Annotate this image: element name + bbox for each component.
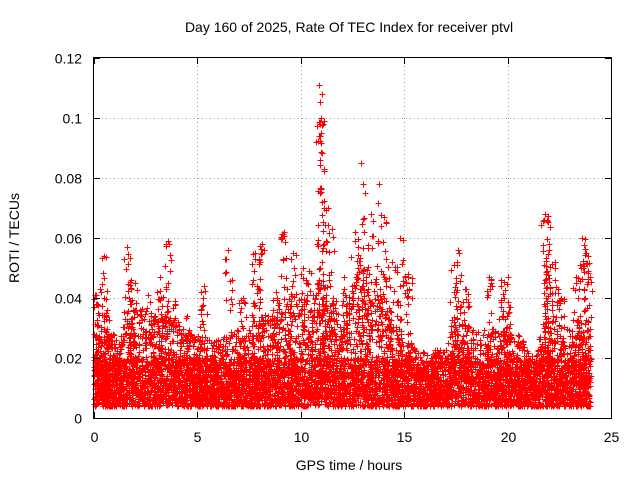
roti-peak-point [124,244,131,251]
roti-peak-point [329,226,336,233]
roti-peak-point [306,268,313,275]
roti-peak-point [318,115,325,122]
roti-peak-point [93,292,100,299]
x-tick-label: 15 [397,429,413,445]
roti-peak-point [552,259,559,266]
y-tick-label: 0.06 [55,231,82,247]
roti-peak-point [252,250,259,257]
roti-peak-point [352,229,359,236]
roti-peak-point [381,214,388,221]
y-tick-label: 0.1 [63,111,83,127]
roti-peak-point [184,313,191,320]
roti-peak-point [281,229,288,236]
roti-peak-point [585,268,592,275]
roti-peak-point [579,235,586,242]
x-tick-label: 0 [91,429,99,445]
roti-peak-point [455,247,462,254]
roti-peak-point [110,331,117,338]
plot-frame [93,57,612,419]
roti-peak-point [145,292,152,299]
y-axis-label: ROTI / TECUs [6,193,22,283]
roti-peak-point [132,280,139,287]
x-tick-label: 20 [501,429,517,445]
y-tick-label: 0 [74,411,82,427]
roti-peak-point [341,274,348,281]
roti-peak-point [368,211,375,218]
roti-peak-point [240,295,247,302]
roti-peak-point [405,271,412,278]
x-tick-label: 5 [194,429,202,445]
roti-peak-point [358,160,365,167]
y-tick-label: 0.12 [55,51,82,67]
roti-peak-point [546,241,553,248]
roti-peak-point [498,277,505,284]
y-tick-label: 0.08 [55,171,82,187]
roti-peak-point [558,295,565,302]
roti-peak-point [486,274,493,281]
roti-peak-point [97,286,104,293]
roti-peak-point [389,259,396,266]
chart-title: Day 160 of 2025, Rate Of TEC Index for r… [185,19,513,35]
roti-peak-point [573,274,580,281]
roti-peak-point [583,250,590,257]
roti-peak-point [225,247,232,254]
x-tick-label: 25 [604,429,620,445]
roti-scatter-points [91,82,596,410]
roti-peak-point [290,250,297,257]
roti-peak-point [259,241,266,248]
roti-peak-point [128,277,135,284]
roti-peak-point [318,130,325,137]
y-axis-ticks: 0 0.02 0.04 0.06 0.08 0.1 0.12 [55,51,611,427]
roti-peak-point [325,205,332,212]
roti-peak-point [101,253,108,260]
x-axis-label: GPS time / hours [296,457,403,473]
x-tick-label: 10 [294,429,310,445]
roti-peak-point [376,181,383,188]
roti-peak-point [157,274,164,281]
roti-peak-point [463,286,470,293]
roti-peak-point [103,310,110,317]
roti-peak-point [165,238,172,245]
roti-peak-point [201,283,208,290]
roti-peak-point [542,211,549,218]
roti-peak-point [300,265,307,272]
y-tick-label: 0.04 [55,291,82,307]
roti-peak-point [505,274,512,281]
roti-peak-point [544,217,551,224]
y-tick-label: 0.02 [55,351,82,367]
roti-peak-point [273,289,280,296]
roti-peak-point [321,166,328,173]
roti-peak-point [362,190,369,197]
roti-peak-point [397,235,404,242]
roti-peak-point [451,262,458,269]
roti-peak-point [316,82,323,89]
roti-peak-point [172,298,179,305]
data-points [91,82,596,410]
